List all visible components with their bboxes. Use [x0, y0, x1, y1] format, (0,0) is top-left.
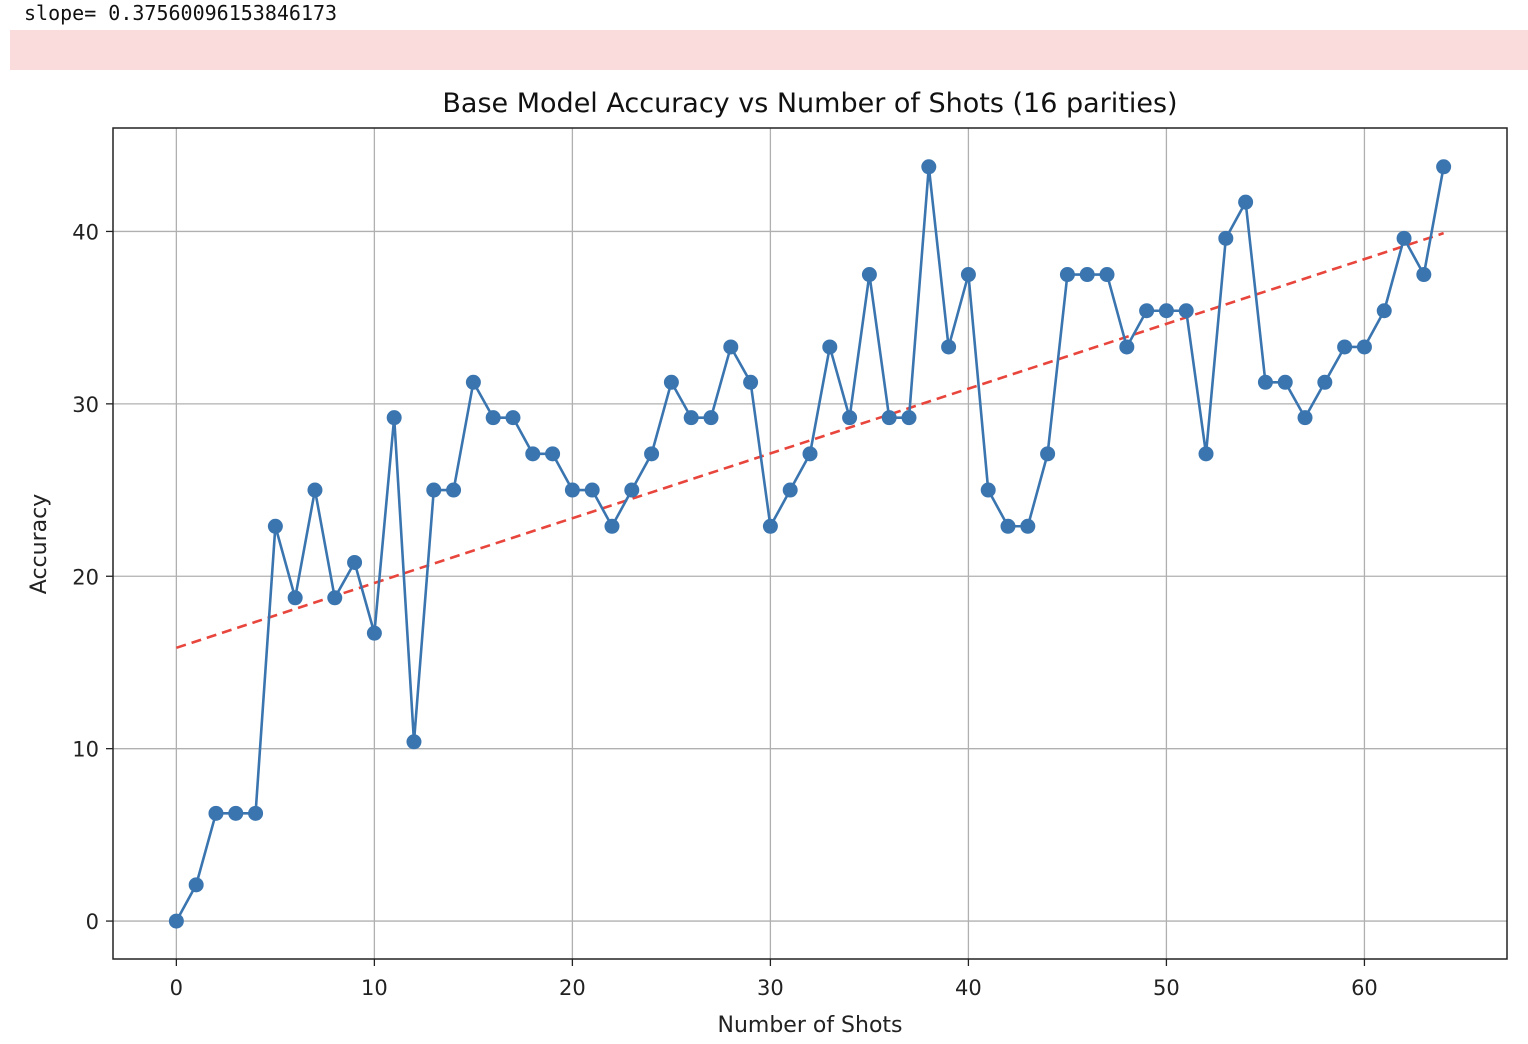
accuracy-point: [1396, 230, 1412, 246]
x-tick-label: 50: [1153, 976, 1180, 1000]
accuracy-point: [307, 482, 323, 498]
stderr-output-bar: [10, 30, 1528, 70]
accuracy-point: [208, 805, 224, 821]
accuracy-point: [1099, 267, 1115, 283]
accuracy-point: [881, 410, 897, 426]
accuracy-point: [1317, 374, 1333, 390]
accuracy-point: [1297, 410, 1313, 426]
accuracy-point: [168, 913, 184, 929]
trend-line-layer: [175, 231, 1445, 650]
accuracy-point: [1079, 267, 1095, 283]
accuracy-point: [861, 267, 877, 283]
accuracy-point: [584, 482, 600, 498]
accuracy-point: [1158, 303, 1174, 319]
accuracy-point: [1436, 159, 1452, 175]
accuracy-point: [1020, 518, 1036, 534]
accuracy-series-layer: [168, 159, 1452, 929]
accuracy-point: [386, 410, 402, 426]
y-tick-label: 40: [72, 220, 99, 244]
x-tick-label: 0: [170, 976, 183, 1000]
accuracy-point: [723, 339, 739, 355]
accuracy-point: [1277, 374, 1293, 390]
accuracy-point: [1218, 230, 1234, 246]
accuracy-point: [366, 625, 382, 641]
accuracy-point: [446, 482, 462, 498]
accuracy-point: [485, 410, 501, 426]
accuracy-point: [1119, 339, 1135, 355]
accuracy-point: [1178, 303, 1194, 319]
accuracy-point: [1059, 267, 1075, 283]
accuracy-point: [921, 159, 937, 175]
accuracy-point: [465, 374, 481, 390]
accuracy-point: [1257, 374, 1273, 390]
x-tick-label: 20: [559, 976, 586, 1000]
accuracy-point: [901, 410, 917, 426]
accuracy-point: [188, 877, 204, 893]
accuracy-point: [980, 482, 996, 498]
accuracy-point: [248, 805, 264, 821]
accuracy-point: [228, 805, 244, 821]
accuracy-point: [1376, 303, 1392, 319]
accuracy-point: [762, 518, 778, 534]
y-axis-title: Accuracy: [27, 494, 52, 594]
accuracy-point: [1000, 518, 1016, 534]
accuracy-point: [347, 554, 363, 570]
accuracy-point: [525, 446, 541, 462]
accuracy-point: [683, 410, 699, 426]
accuracy-point: [505, 410, 521, 426]
accuracy-point: [1356, 339, 1372, 355]
grid-lines: [113, 128, 1507, 959]
accuracy-point: [426, 482, 442, 498]
accuracy-point: [842, 410, 858, 426]
y-tick-label: 30: [72, 393, 99, 417]
accuracy-point: [703, 410, 719, 426]
accuracy-point: [644, 446, 660, 462]
accuracy-point: [743, 374, 759, 390]
accuracy-point: [327, 590, 343, 606]
accuracy-point: [941, 339, 957, 355]
accuracy-point: [1416, 267, 1432, 283]
accuracy-point: [564, 482, 580, 498]
y-tick-label: 10: [72, 738, 99, 762]
accuracy-point: [802, 446, 818, 462]
accuracy-point: [406, 734, 422, 750]
x-tick-label: 60: [1351, 976, 1378, 1000]
y-tick-label: 0: [86, 910, 99, 934]
accuracy-point: [663, 374, 679, 390]
accuracy-point: [960, 267, 976, 283]
accuracy-point: [624, 482, 640, 498]
accuracy-point: [1337, 339, 1353, 355]
x-tick-label: 30: [757, 976, 784, 1000]
accuracy-point: [287, 590, 303, 606]
x-axis-title: Number of Shots: [717, 1013, 902, 1038]
accuracy-point: [267, 518, 283, 534]
accuracy-point: [822, 339, 838, 355]
accuracy-point: [1040, 446, 1056, 462]
accuracy-point: [1198, 446, 1214, 462]
chart-title: Base Model Accuracy vs Number of Shots (…: [442, 88, 1177, 119]
slope-output: slope= 0.37560096153846173: [24, 1, 338, 25]
accuracy-point: [1139, 303, 1155, 319]
plot-frame: [112, 127, 1508, 960]
y-tick-label: 20: [72, 565, 99, 589]
accuracy-point: [782, 482, 798, 498]
y-axis-ticks: 0 10 20 30 40: [72, 220, 113, 934]
accuracy-line: [175, 165, 1445, 922]
trend-line: [175, 231, 1445, 650]
accuracy-point: [604, 518, 620, 534]
x-axis-ticks: 0 10 20 30 40 50 60: [170, 959, 1378, 1000]
accuracy-point: [1238, 194, 1254, 210]
x-tick-label: 10: [361, 976, 388, 1000]
accuracy-point: [545, 446, 561, 462]
x-tick-label: 40: [955, 976, 982, 1000]
